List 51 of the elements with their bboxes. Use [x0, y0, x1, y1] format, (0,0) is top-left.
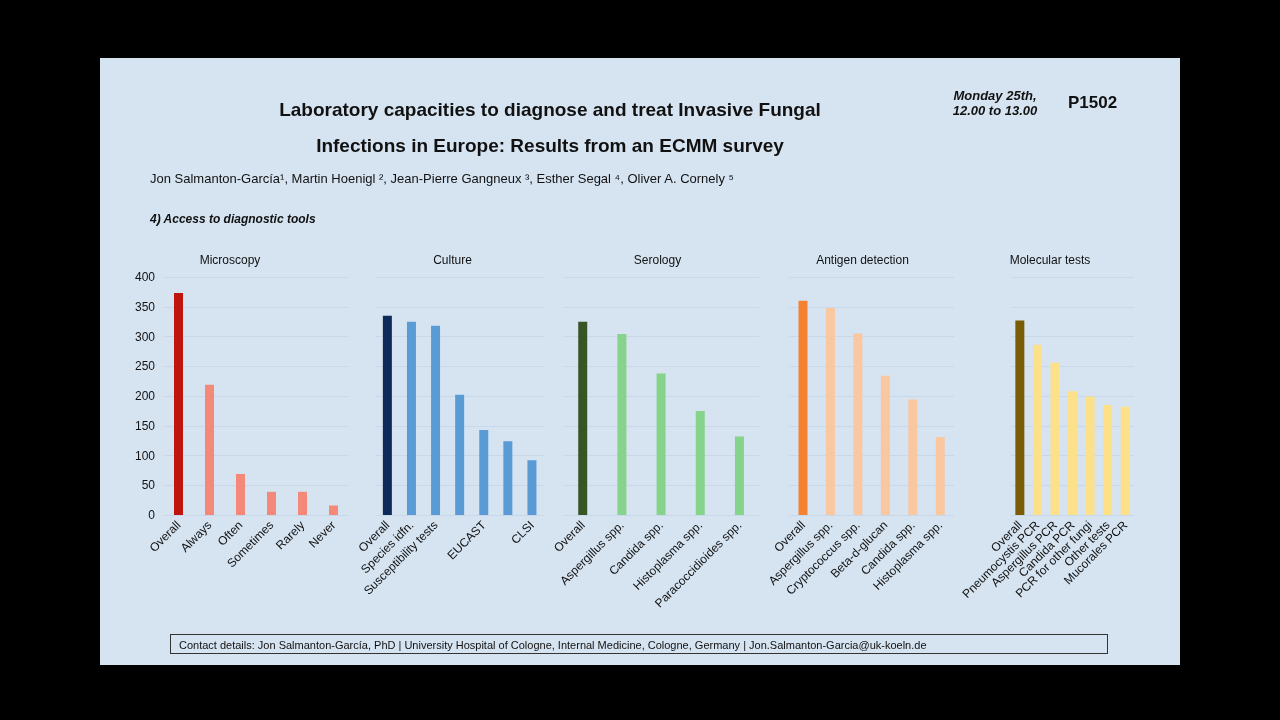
bar [431, 325, 441, 515]
y-tick-label: 250 [134, 359, 156, 374]
bar [205, 384, 214, 515]
bar [455, 394, 465, 515]
bar [695, 410, 705, 515]
bar [298, 491, 307, 515]
bar [329, 505, 338, 515]
bar [1032, 344, 1042, 515]
y-tick-label: 350 [134, 299, 156, 314]
bar [503, 441, 513, 515]
y-tick-label: 50 [141, 478, 156, 493]
y-tick-label: 300 [134, 329, 156, 344]
bar [267, 491, 276, 515]
text: 4) Access to diagnostic tools [150, 212, 316, 226]
bar [479, 429, 489, 515]
bar [1120, 406, 1130, 515]
bar [798, 300, 808, 515]
text: Contact details: Jon Salmanton-García, PhD | University Hospital of Cologne, Internal Medicine, Cologne, Germany | Jon.Salmanton-Garcia@uk-koeln.de [170, 634, 1108, 654]
y-tick-label: 150 [134, 418, 156, 433]
bar [880, 375, 890, 515]
bar [527, 460, 537, 515]
chart-title: Serology [633, 253, 682, 267]
bar [578, 321, 588, 515]
text: Monday 25th, 12.00 to 13.00 [951, 88, 1039, 118]
bar [617, 334, 627, 515]
chart-title: Antigen detection [816, 253, 909, 267]
bar [406, 321, 416, 515]
bar [1103, 404, 1113, 515]
bar [1050, 362, 1060, 515]
y-tick-label: 100 [134, 448, 156, 463]
y-tick-label: 200 [134, 389, 156, 403]
bar [1015, 320, 1025, 515]
bar [734, 436, 744, 515]
bar [825, 307, 835, 515]
bar [382, 315, 392, 515]
chart-title: Molecular tests [1009, 253, 1091, 267]
bar [1085, 396, 1095, 515]
text: Laboratory capacities to diagnose and treat Invasive Fungal Infections in Europe: Results from an ECMM survey [278, 98, 822, 158]
bar [656, 373, 666, 515]
bar [935, 437, 945, 515]
text: P1502 [1068, 93, 1118, 113]
bar [1068, 391, 1078, 515]
y-tick-label: 0 [148, 508, 156, 522]
chart-title: Microscopy [199, 253, 261, 267]
chart-title: Culture [433, 253, 473, 267]
bar [174, 293, 183, 515]
text: Jon Salmanton-García¹, Martin Hoenigl ², Jean-Pierre Gangneux ³, Esther Segal ⁴, Oliver A. Cornely ⁵ [150, 171, 734, 186]
y-tick-label: 400 [134, 270, 156, 284]
bar [853, 333, 863, 515]
bar [908, 399, 918, 515]
bar [236, 473, 245, 515]
